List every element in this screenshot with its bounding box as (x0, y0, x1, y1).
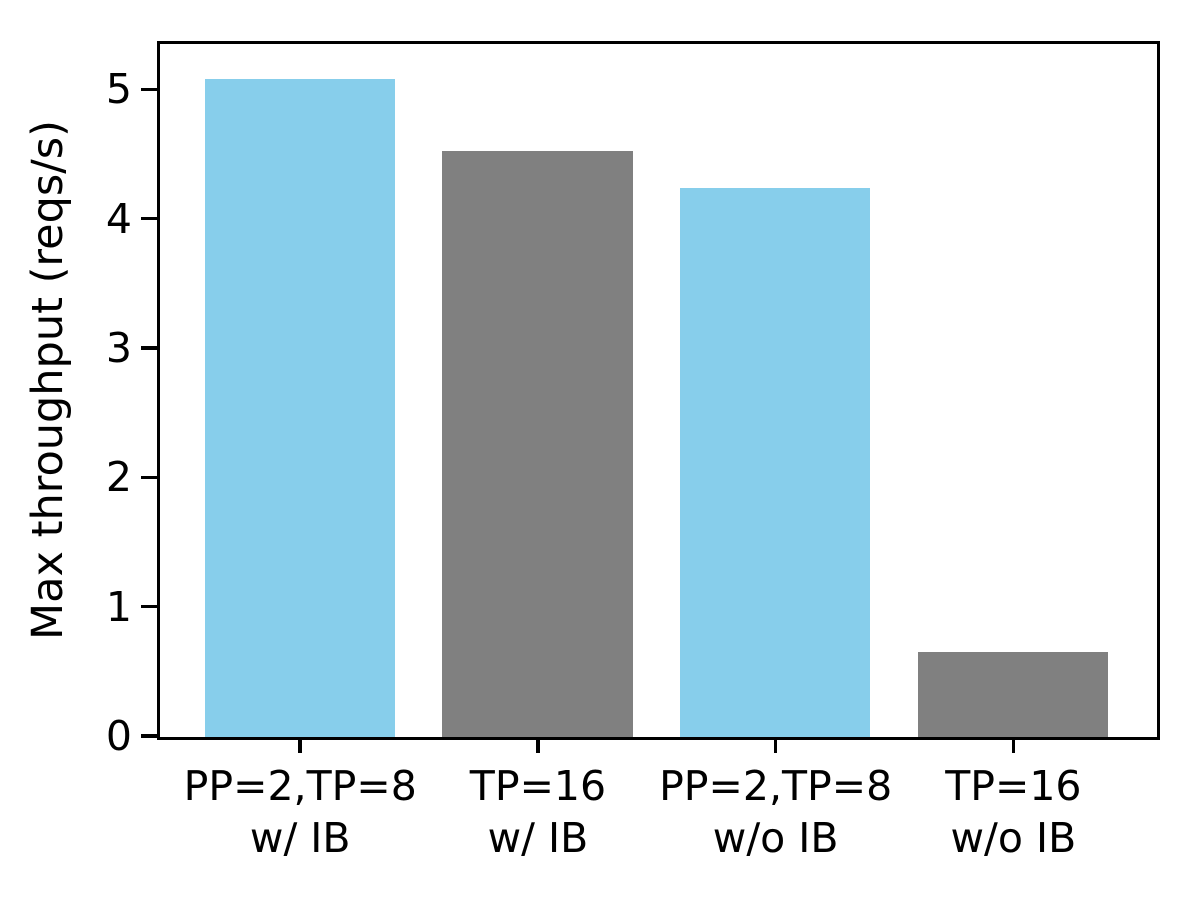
bar-0 (204, 79, 395, 737)
y-tick-label-3: 3 (105, 323, 132, 372)
bar-3 (917, 652, 1108, 737)
y-tick-mark-0 (141, 734, 157, 738)
y-tick-label-1: 1 (105, 582, 132, 631)
y-tick-label-4: 4 (105, 194, 132, 243)
y-tick-label-0: 0 (105, 712, 132, 760)
y-tick-label-5: 5 (105, 65, 132, 114)
x-tick-label-1: TP=16 w/ IB (469, 762, 607, 862)
y-tick-label-2: 2 (105, 453, 132, 502)
y-tick-mark-1 (141, 604, 157, 609)
y-tick-mark-3 (141, 346, 157, 350)
x-tick-mark-2 (773, 737, 778, 753)
x-tick-label-3: TP=16 w/o IB (945, 762, 1082, 862)
y-tick-mark-4 (141, 216, 157, 221)
y-tick-mark-2 (141, 475, 157, 480)
y-tick-mark-5 (141, 87, 157, 92)
x-tick-mark-0 (298, 737, 302, 753)
plot-area (156, 40, 1160, 740)
x-tick-label-2: PP=2,TP=8 w/o IB (659, 762, 893, 862)
bar-2 (680, 188, 871, 737)
x-tick-mark-1 (536, 737, 540, 753)
bar-1 (442, 150, 633, 737)
x-tick-mark-3 (1011, 737, 1016, 753)
x-tick-label-0: PP=2,TP=8 w/ IB (183, 762, 417, 862)
